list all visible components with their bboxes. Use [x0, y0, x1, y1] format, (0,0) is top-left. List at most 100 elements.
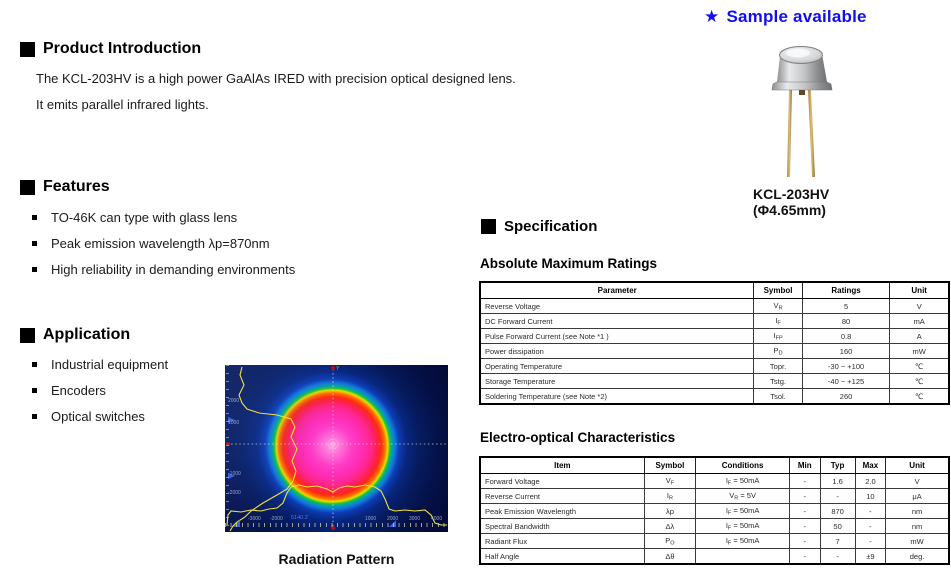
cell-text: F	[727, 525, 732, 532]
table-row: Spectral Bandwidth Δλ IF = 50mA - 50 - nm	[479, 518, 950, 534]
table-row: Radiant Flux PO IF = 50mA -7- mW	[479, 533, 950, 549]
table-cell: 5	[801, 298, 891, 314]
column-header: Min	[789, 456, 821, 474]
table-cell	[695, 548, 791, 565]
feature-label: Peak emission wavelength λp=870nm	[51, 236, 270, 251]
section-application: Application	[20, 326, 130, 344]
product-label: KCL-203HV (Φ4.65mm)	[753, 186, 829, 218]
intro-line-1: The KCL-203HV is a high power GaAlAs IRE…	[36, 71, 516, 86]
table-cell: Tstg.	[753, 373, 803, 389]
cell-text: I	[725, 475, 728, 485]
y-axis-label: Y	[336, 366, 340, 372]
feature-item: High reliability in demanding environmen…	[32, 262, 295, 277]
table-cell: μA	[885, 488, 950, 504]
section-square-icon	[20, 41, 35, 57]
x-tick: -2000	[270, 516, 283, 522]
cell-text: deg.	[909, 551, 925, 561]
cell-text: Operating Temperature	[485, 361, 562, 371]
cell-text: I	[666, 490, 669, 500]
horizontal-profile-curve	[226, 484, 447, 526]
cell-text: Pulse Forward Current (see Note *1 )	[485, 331, 609, 341]
header-row: Item Symbol Conditions Min Typ Max Unit	[479, 456, 950, 474]
table-cell: mA	[889, 313, 950, 329]
cell-text: Reverse Voltage	[485, 301, 541, 311]
table-cell: V	[889, 298, 950, 314]
cell-text: -	[869, 521, 872, 531]
cell-text: R	[668, 495, 673, 502]
cell-text: Spectral Bandwidth	[485, 521, 550, 531]
y-tick: -1000	[228, 471, 241, 477]
application-label: Optical switches	[51, 409, 145, 424]
table-row: Half Angle Δθ - - ±9 deg.	[479, 548, 950, 565]
table-row: Operating Temperature Topr. -30 ~ +100 ℃	[479, 358, 950, 374]
product-diameter: (Φ4.65mm)	[753, 202, 826, 218]
table-cell: Soldering Temperature (see Note *2)	[479, 388, 755, 405]
table-cell: Topr.	[753, 358, 803, 374]
table-cell: -	[789, 503, 821, 519]
application-item: Optical switches	[32, 409, 145, 424]
table-cell: Δθ	[643, 548, 697, 565]
cell-text: μA	[912, 491, 922, 501]
cell-text: 0.8	[840, 331, 852, 341]
anode-lead	[808, 90, 815, 177]
table-cell: mW	[889, 343, 950, 359]
cell-text: mW	[910, 536, 924, 546]
section-product-introduction: Product Introduction	[20, 40, 201, 58]
table-cell: -	[789, 488, 821, 504]
column-header: Max	[854, 456, 887, 474]
bullet-icon	[32, 215, 37, 220]
bullet-icon	[32, 241, 37, 246]
section-square-icon	[20, 179, 35, 195]
bullet-icon	[32, 267, 37, 272]
y-tick: 1000	[228, 420, 240, 426]
table-cell: 10	[854, 488, 887, 504]
cell-text: 160	[839, 346, 853, 356]
table-cell: Reverse Voltage	[479, 298, 755, 314]
table-cell: -	[789, 548, 821, 565]
y-axis-ruler	[226, 365, 229, 532]
x-tick: 3000	[409, 516, 421, 522]
cell-text: 80	[841, 316, 851, 326]
amr-heading: Absolute Maximum Ratings	[480, 256, 658, 271]
x-tick: 2000	[387, 516, 399, 522]
axis-triangle-icon	[228, 473, 235, 479]
table-cell: Reverse Current	[479, 488, 645, 504]
table-cell: λp	[643, 503, 697, 519]
section-square-icon	[20, 327, 35, 343]
x-axis-ruler	[225, 523, 448, 527]
cell-text: -	[803, 536, 807, 546]
table-cell: -	[854, 518, 887, 534]
cell-text: -	[803, 476, 807, 486]
cell-text: -	[803, 491, 807, 501]
cell-text: I	[775, 315, 778, 325]
cell-text: = 50mA	[731, 505, 760, 515]
feature-label: High reliability in demanding environmen…	[51, 262, 296, 277]
cell-text: Topr.	[769, 361, 787, 371]
table-cell: VR = 5V	[695, 488, 791, 504]
cell-text: = 50mA	[731, 475, 760, 485]
cell-text: -	[803, 551, 807, 561]
table-row: Reverse Voltage VR 5 V	[479, 298, 950, 314]
table-cell: Spectral Bandwidth	[479, 518, 645, 534]
cell-text: ℃	[914, 391, 924, 401]
table-cell: IR	[643, 488, 697, 504]
vertical-profile-curve	[229, 366, 298, 532]
table-cell: ±9	[854, 548, 887, 565]
cell-text: 1.6	[832, 476, 843, 486]
table-row: Soldering Temperature (see Note *2) Tsol.…	[479, 388, 950, 405]
cell-text: F	[727, 480, 732, 487]
table-cell: ℃	[889, 358, 950, 374]
profile-overlay	[226, 365, 447, 532]
table-row: Storage Temperature Tstg. -40 ~ +125 ℃	[479, 373, 950, 389]
cell-text: Tstg.	[770, 376, 786, 386]
axis-triangle-icon	[228, 417, 235, 423]
cell-text: -40 ~ +125	[827, 376, 865, 386]
table-cell: PO	[643, 533, 697, 549]
column-header: Conditions	[695, 456, 791, 474]
cell-text: 5	[843, 301, 849, 311]
cell-text: Peak Emission Wavelength	[485, 506, 577, 516]
table-row: Reverse Current IR VR = 5V - -10 μA	[479, 488, 950, 504]
feature-item: TO-46K can type with glass lens	[32, 210, 237, 225]
cell-text: 10	[866, 491, 875, 501]
cell-text: DC Forward Current	[485, 316, 553, 326]
